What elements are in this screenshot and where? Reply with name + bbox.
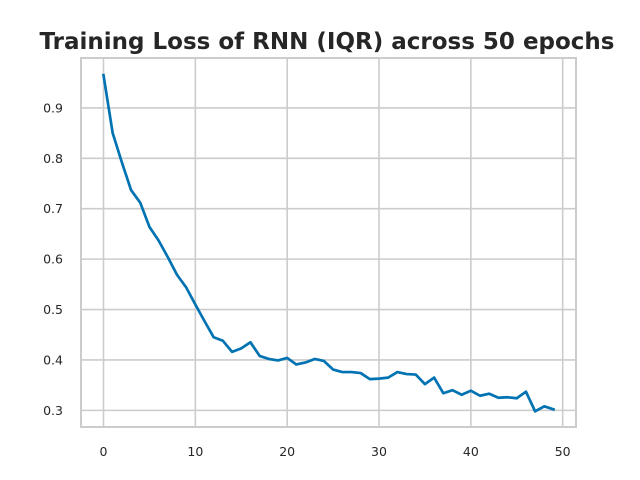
x-tick-label: 20 xyxy=(279,444,295,459)
plot-frame xyxy=(80,57,577,428)
x-tick-label: 40 xyxy=(463,444,479,459)
x-tick-label: 50 xyxy=(555,444,571,459)
y-tick-label: 0.5 xyxy=(43,302,63,317)
chart-title: Training Loss of RNN (IQR) across 50 epo… xyxy=(40,29,615,55)
x-tick-label: 30 xyxy=(371,444,387,459)
y-axis-ticks: 0.3 0.4 0.5 0.6 0.7 0.8 0.9 xyxy=(43,100,63,417)
y-tick-label: 0.7 xyxy=(43,201,63,216)
y-tick-label: 0.8 xyxy=(43,151,63,166)
plot-area xyxy=(101,73,556,413)
loss-line xyxy=(101,73,556,413)
y-tick-label: 0.9 xyxy=(43,100,63,115)
y-tick-label: 0.3 xyxy=(43,403,63,418)
x-tick-label: 0 xyxy=(100,444,108,459)
y-tick-label: 0.4 xyxy=(43,352,63,367)
grid xyxy=(81,58,576,427)
x-tick-label: 10 xyxy=(187,444,203,459)
y-tick-label: 0.6 xyxy=(43,252,63,267)
x-axis-ticks: 0 10 20 30 40 50 xyxy=(100,444,571,459)
